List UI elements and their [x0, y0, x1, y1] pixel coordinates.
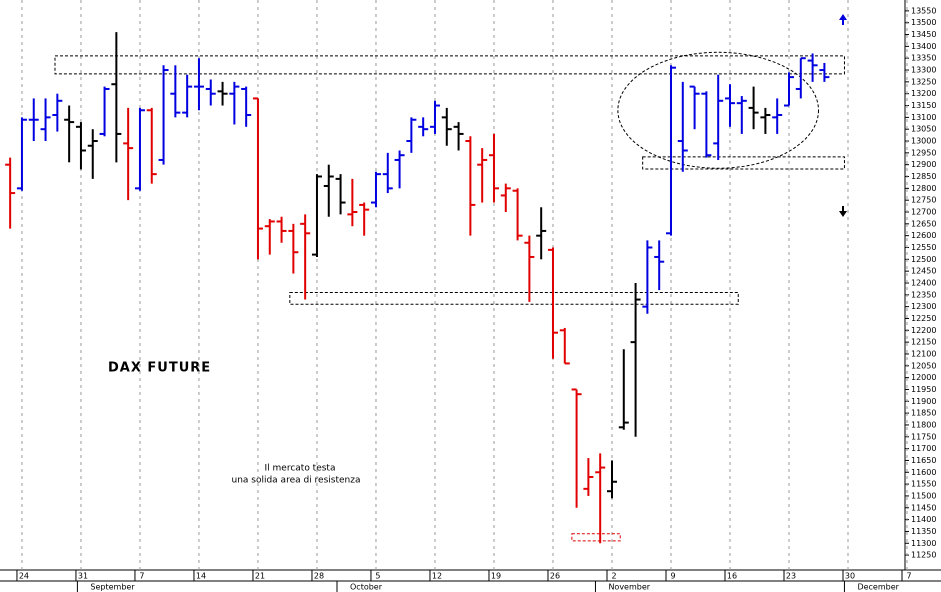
y-tick-label: 12650: [911, 219, 936, 228]
y-tick-label: 13350: [911, 54, 936, 63]
x-tick-label: 16: [727, 572, 737, 581]
y-tick-label: 11800: [911, 420, 936, 429]
y-tick-label: 12750: [911, 196, 936, 205]
annotation: una solida area di resistenza: [231, 476, 360, 486]
x-tick-label: 19: [491, 572, 501, 581]
x-tick-label: 9: [670, 572, 675, 581]
x-tick-label: 7: [906, 572, 911, 581]
month-label: December: [857, 583, 899, 592]
y-tick-label: 11600: [911, 468, 936, 477]
y-tick-label: 13300: [911, 66, 936, 75]
y-tick-label: 12950: [911, 148, 936, 157]
y-tick-label: 12550: [911, 243, 936, 252]
x-tick-label: 12: [432, 572, 442, 581]
zone: [642, 156, 845, 170]
y-tick-label: 12800: [911, 184, 936, 193]
y-tick-label: 11850: [911, 409, 936, 418]
y-tick-label: 12050: [911, 361, 936, 370]
x-tick-label: 7: [139, 572, 144, 581]
x-tick-label: 28: [314, 572, 324, 581]
zone: [54, 55, 845, 75]
y-tick-label: 12600: [911, 231, 936, 240]
y-tick-label: 12250: [911, 314, 936, 323]
y-tick-label: 11700: [911, 444, 936, 453]
x-tick-label: 26: [550, 572, 560, 581]
x-tick-label: 21: [255, 572, 265, 581]
y-tick-label: 12900: [911, 160, 936, 169]
y-tick-label: 12450: [911, 267, 936, 276]
ellipse-annotation: [617, 51, 820, 169]
y-tick-label: 13450: [911, 30, 936, 39]
y-tick-label: 11550: [911, 480, 936, 489]
y-tick-label: 11900: [911, 397, 936, 406]
y-tick-label: 12850: [911, 172, 936, 181]
y-tick-label: 11250: [911, 551, 936, 560]
x-tick-label: 31: [78, 572, 88, 581]
y-tick-label: 11350: [911, 527, 936, 536]
y-tick-label: 13400: [911, 42, 936, 51]
y-tick-label: 11300: [911, 539, 936, 548]
y-tick-label: 13000: [911, 137, 936, 146]
y-tick-label: 12350: [911, 290, 936, 299]
y-tick-label: 11650: [911, 456, 936, 465]
y-tick-label: 12700: [911, 208, 936, 217]
y-tick-label: 13050: [911, 125, 936, 134]
x-tick-label: 2: [611, 572, 616, 581]
y-tick-label: 12300: [911, 302, 936, 311]
x-tick-label: 30: [845, 572, 855, 581]
month-label: October: [350, 583, 383, 592]
y-tick-label: 11950: [911, 385, 936, 394]
y-tick-label: 12500: [911, 255, 936, 264]
y-tick-label: 13150: [911, 101, 936, 110]
zone: [571, 533, 621, 542]
up-arrow: [839, 14, 847, 25]
y-tick-label: 13550: [911, 6, 936, 15]
annotation: Il mercato testa: [265, 464, 336, 474]
month-label: November: [608, 583, 650, 592]
y-tick-label: 11500: [911, 491, 936, 500]
y-tick-label: 12200: [911, 326, 936, 335]
y-tick-label: 12000: [911, 373, 936, 382]
y-tick-label: 13200: [911, 89, 936, 98]
x-tick-label: 14: [196, 572, 206, 581]
x-tick-label: 23: [786, 572, 796, 581]
y-tick-label: 13250: [911, 77, 936, 86]
x-tick-label: 5: [375, 572, 380, 581]
y-tick-label: 13100: [911, 113, 936, 122]
y-tick-label: 11750: [911, 432, 936, 441]
y-tick-label: 12400: [911, 278, 936, 287]
y-tick-label: 13500: [911, 18, 936, 27]
y-tick-label: 12150: [911, 338, 936, 347]
month-label: September: [90, 583, 135, 592]
y-tick-label: 11400: [911, 515, 936, 524]
y-tick-label: 12100: [911, 349, 936, 358]
x-tick-label: 24: [19, 572, 29, 581]
down-arrow: [839, 206, 847, 217]
y-tick-label: 11450: [911, 503, 936, 512]
chart-title: DAX FUTURE: [108, 361, 211, 376]
